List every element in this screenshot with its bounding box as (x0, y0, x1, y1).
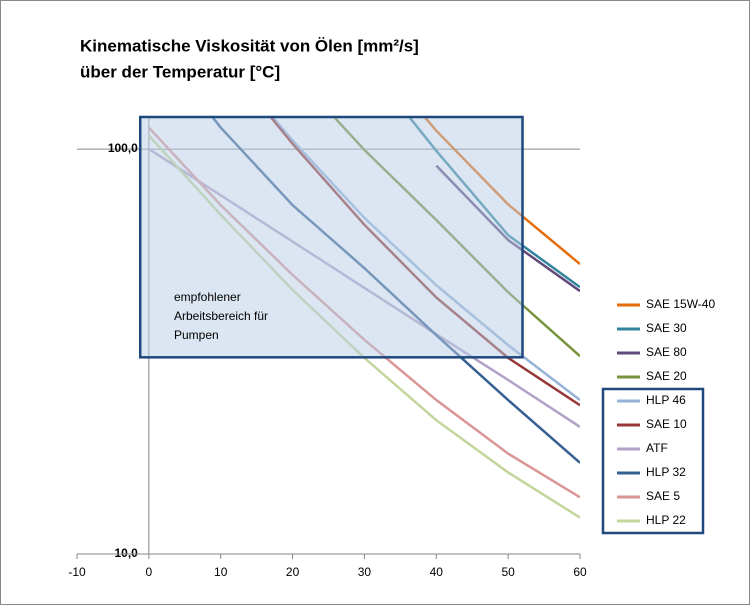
chart-title: Kinematische Viskosität von Ölen [mm²/s] (80, 36, 419, 55)
x-tick-label: 50 (501, 565, 515, 579)
x-tick-label: 10 (214, 565, 228, 579)
legend-label: SAE 10 (646, 417, 687, 431)
highlight-region (138, 115, 524, 359)
legend-label: SAE 15W-40 (646, 297, 715, 311)
legend-label: HLP 22 (646, 513, 686, 527)
legend-label: ATF (646, 441, 668, 455)
x-tick-label: 30 (358, 565, 372, 579)
x-tick-label: 60 (573, 565, 587, 579)
legend-label: HLP 32 (646, 465, 686, 479)
chart-title: über der Temperatur [°C] (80, 62, 280, 81)
annotation: empfohlener (174, 290, 241, 304)
x-tick-label: -10 (68, 565, 86, 579)
legend-label: SAE 20 (646, 369, 687, 383)
y-tick-label: 100,0 (108, 141, 138, 155)
legend-group-box (601, 387, 705, 535)
annotation: Pumpen (174, 328, 219, 342)
x-tick-label: 0 (146, 565, 153, 579)
y-tick-label: 10,0 (114, 546, 138, 560)
legend-label: SAE 5 (646, 489, 680, 503)
legend-label: HLP 46 (646, 393, 686, 407)
legend-label: SAE 80 (646, 345, 687, 359)
x-tick-label: 40 (430, 565, 444, 579)
annotation: Arbeitsbereich für (174, 309, 268, 323)
legend-label: SAE 30 (646, 321, 687, 335)
x-tick-label: 20 (286, 565, 300, 579)
